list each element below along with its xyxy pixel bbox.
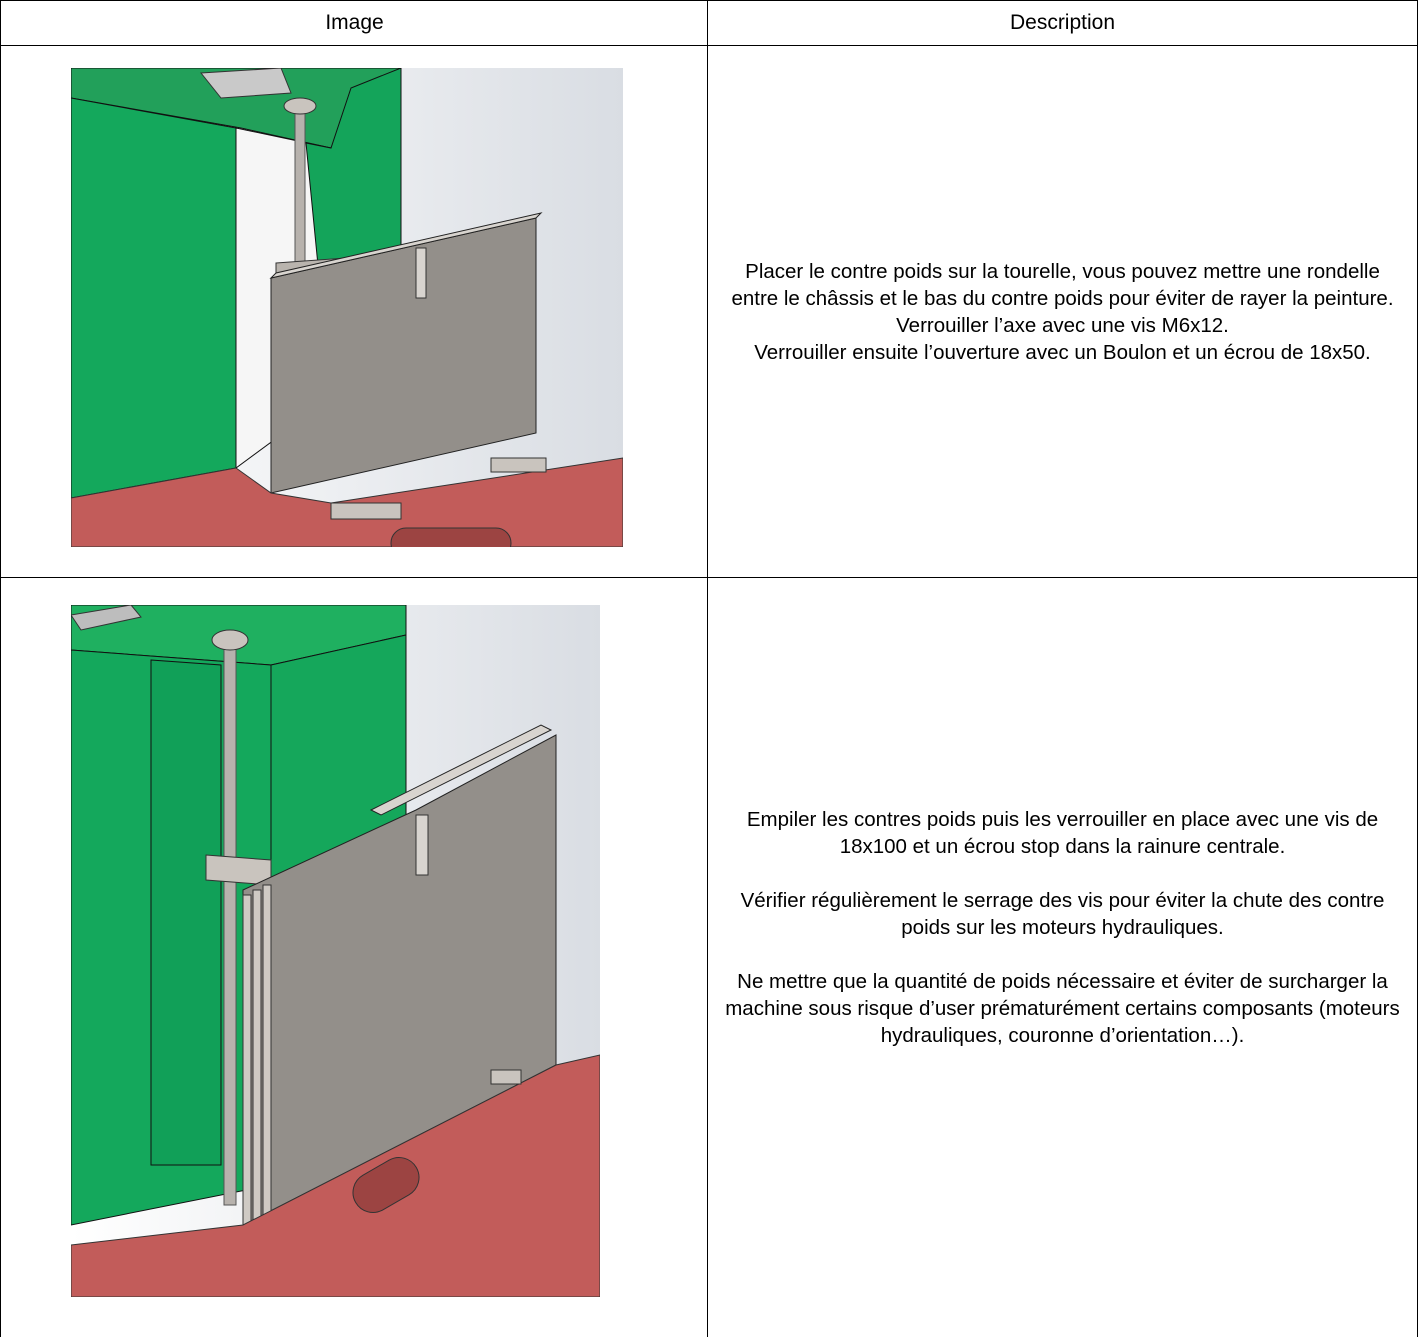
description-paragraph: Vérifier régulièrement le serrage des vi… — [740, 889, 1385, 939]
description-paragraph: Verrouiller ensuite l’ouverture avec un … — [754, 341, 1371, 364]
description-paragraph: Placer le contre poids sur la tourelle, … — [731, 260, 1394, 310]
header-text: Image — [325, 11, 384, 34]
description-paragraph: Empiler les contres poids puis les verro… — [746, 808, 1379, 858]
description-paragraph: Ne mettre que la quantité de poids néces… — [725, 970, 1400, 1047]
image-cell — [0, 577, 708, 1337]
image-cell — [0, 45, 708, 578]
header-cell: Description — [707, 0, 1418, 46]
description-paragraph: Verrouiller l’axe avec une vis M6x12. — [896, 314, 1229, 337]
description-cell: Placer le contre poids sur la tourelle, … — [707, 45, 1418, 578]
cad-image — [71, 605, 600, 1297]
description-cell: Empiler les contres poids puis les verro… — [707, 577, 1418, 1337]
cad-image — [71, 68, 623, 547]
header-text: Description — [1009, 11, 1116, 34]
header-cell: Image — [0, 0, 708, 46]
